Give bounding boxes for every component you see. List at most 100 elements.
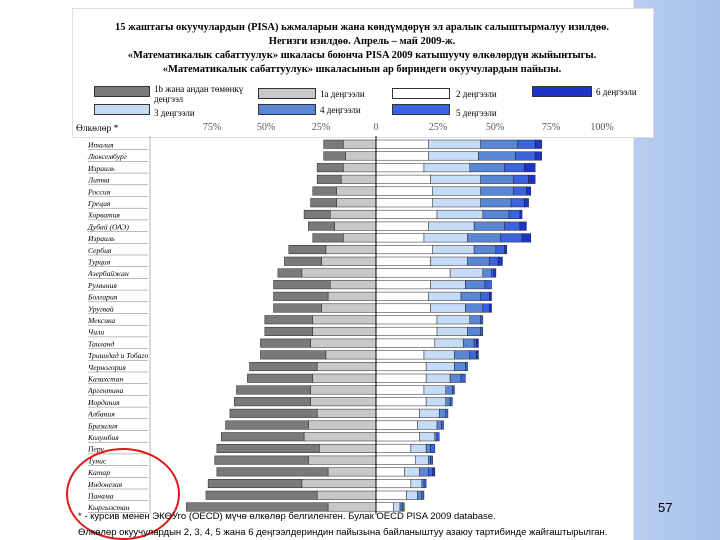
bar-segment-level-below1: [216, 467, 329, 477]
country-label: Румыния: [87, 281, 117, 290]
bar-segment-level-1: [303, 432, 377, 442]
bar-segment-level-2: [375, 280, 431, 290]
country-label: Сербия: [88, 246, 112, 255]
bar-segment-level-5: [449, 397, 453, 407]
bar-segment-level-4: [482, 268, 492, 278]
bar-segment-level-2: [375, 151, 429, 161]
bar-segment-level-below1: [260, 338, 311, 348]
bar-segment-level-4: [467, 326, 481, 336]
bar-segment-level-4: [434, 432, 438, 442]
bar-segment-level-3: [393, 502, 401, 512]
bar-segment-level-2: [375, 245, 433, 255]
bar-segment-level-4: [473, 245, 497, 255]
country-label: Болгария: [87, 293, 118, 302]
bar-segment-level-3: [432, 198, 481, 208]
bar-segment-level-1: [319, 443, 377, 453]
bar-segment-level-1: [334, 221, 377, 231]
bar-segment-level-3: [404, 467, 420, 477]
country-label: Албания: [87, 410, 115, 419]
bar-segment-level-4: [454, 350, 470, 360]
bar-segment-level-2: [375, 408, 420, 418]
bar-segment-level-4: [469, 163, 505, 173]
bar-segment-level-3: [410, 443, 427, 453]
bar-segment-level-6: [523, 163, 536, 173]
bar-segment-level-below1: [205, 490, 318, 500]
x-tick-label: 75%: [202, 122, 222, 133]
legend-swatch-6: [532, 86, 592, 97]
x-tick-label: 50%: [256, 122, 276, 133]
bar-segment-level-4: [482, 209, 510, 219]
bar-segment-level-below1: [264, 326, 314, 336]
country-label: Турция: [88, 258, 111, 267]
bar-segment-level-6: [493, 268, 497, 278]
bar-segment-level-6: [497, 256, 503, 266]
bar-segment-level-3: [428, 139, 481, 149]
bar-segment-level-below1: [316, 174, 342, 184]
bar-segment-level-1: [310, 397, 377, 407]
bar-segment-level-5: [513, 186, 527, 196]
bar-segment-level-3: [417, 420, 438, 430]
bar-segment-level-5: [421, 490, 425, 500]
bar-segment-level-2: [375, 326, 438, 336]
bar-segment-level-2: [375, 338, 436, 348]
bar-segment-level-1: [321, 256, 377, 266]
bar-segment-level-5: [460, 373, 466, 383]
bar-segment-level-2: [375, 350, 425, 360]
bar-segment-level-4: [480, 186, 514, 196]
bar-segment-level-5: [445, 408, 449, 418]
bar-segment-level-4: [438, 408, 447, 418]
bar-segment-level-1: [316, 490, 377, 500]
bar-segment-level-1: [329, 209, 377, 219]
bar-segment-level-5: [517, 139, 536, 149]
bar-segment-level-3: [410, 479, 423, 489]
bar-segment-level-5: [401, 502, 405, 512]
bar-segment-level-1: [325, 245, 377, 255]
x-tick-label: 100%: [590, 122, 614, 133]
bar-segment-level-4: [399, 502, 403, 512]
bar-segment-level-2: [375, 233, 425, 243]
bar-segment-level-3: [419, 432, 436, 442]
title-line-1: 15 жаштагы окуучулардын (PISA) ьжмаларын…: [115, 22, 609, 33]
bar-segment-level-below1: [229, 408, 318, 418]
bar-segment-level-4: [467, 233, 501, 243]
bar-segment-level-1: [336, 186, 377, 196]
bar-segment-level-5: [500, 233, 523, 243]
bar-segment-level-2: [375, 256, 431, 266]
bar-segment-level-below1: [225, 420, 309, 430]
bar-segment-level-2: [375, 303, 431, 313]
bar-segment-level-below1: [308, 221, 335, 231]
bar-segment-level-3: [430, 256, 468, 266]
bar-segment-level-4: [419, 467, 429, 477]
bar-segment-level-3: [432, 186, 481, 196]
bar-segment-level-1: [308, 455, 377, 465]
bar-segment-level-3: [423, 385, 447, 395]
bar-segment-level-below1: [303, 209, 331, 219]
bar-segment-level-6: [534, 139, 542, 149]
legend-swatch-5: [392, 104, 450, 115]
bar-segment-level-2: [375, 362, 427, 372]
bar-segment-level-below1: [273, 303, 322, 313]
bar-segment-level-4: [462, 338, 475, 348]
bar-segment-level-5: [430, 455, 433, 465]
bar-segment-level-5: [469, 350, 477, 360]
bar-segment-level-below1: [312, 186, 338, 196]
bar-segment-level-5: [480, 326, 484, 336]
bar-segment-level-3: [436, 326, 468, 336]
bar-segment-level-1: [312, 373, 377, 383]
bar-segment-level-4: [421, 479, 425, 489]
bar-segment-level-3: [436, 315, 470, 325]
country-label: Израиль: [87, 164, 115, 173]
legend-swatch-2: [392, 88, 450, 99]
bar-segment-level-6: [523, 198, 529, 208]
bar-segment-level-4: [449, 373, 462, 383]
country-label: Казахстан: [87, 375, 124, 384]
bar-segment-level-1: [345, 151, 377, 161]
bar-segment-level-4: [478, 151, 516, 161]
country-label: Колумбия: [87, 433, 119, 442]
bar-segment-level-1: [325, 350, 377, 360]
country-label: Греция: [87, 199, 111, 208]
bar-segment-level-4: [465, 280, 486, 290]
legend-swatch-1: [258, 88, 316, 99]
bar-segment-level-1: [327, 467, 377, 477]
bar-segment-level-below1: [277, 268, 303, 278]
